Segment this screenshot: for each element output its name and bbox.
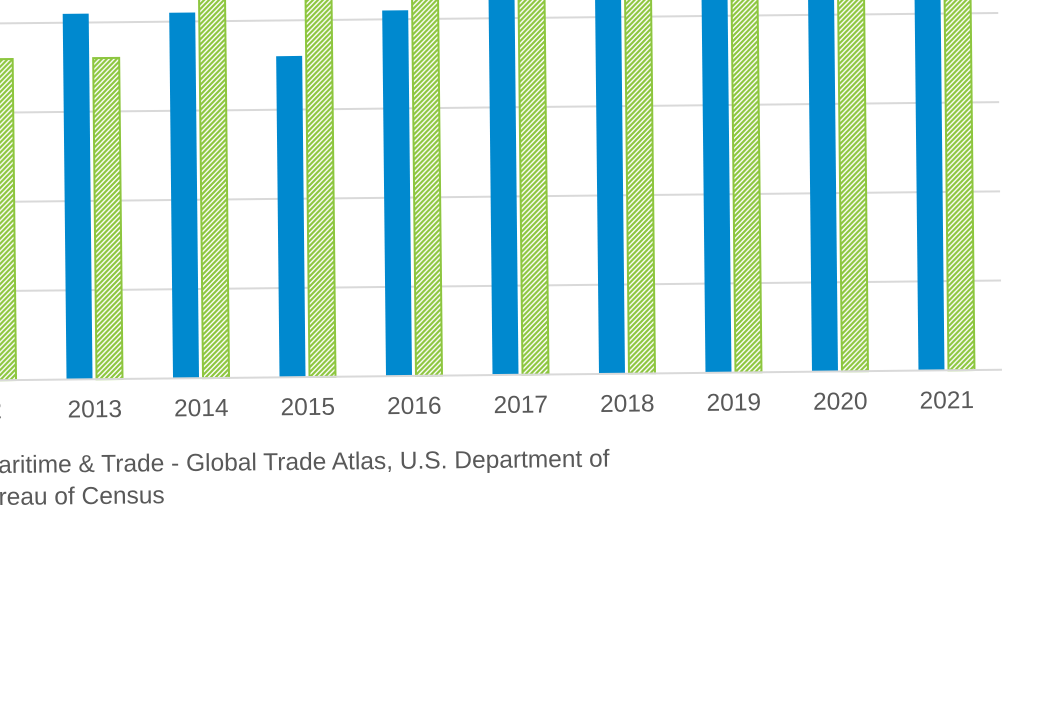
bar-series-1-2017 (488, 0, 519, 376)
x-axis-line (0, 368, 1002, 382)
bar-series-1-2020 (807, 0, 838, 372)
x-tick-label: 2020 (813, 388, 868, 416)
x-tick-label: 2019 (706, 389, 761, 417)
x-tick-label: 2014 (174, 395, 229, 423)
bar-series-1-2015 (276, 55, 306, 378)
x-tick-label: 2015 (280, 394, 335, 422)
bar-series-1-2016 (382, 10, 413, 377)
x-tick-label: 12 (0, 397, 2, 424)
bar-series-1-2018 (594, 0, 625, 374)
bar-series-2-2018 (623, 0, 657, 375)
bar-series-2-2019 (730, 0, 763, 374)
bar-series-1-2019 (701, 0, 732, 373)
source-note: aritime & Trade - Global Trade Atlas, U.… (0, 445, 610, 511)
x-tick-label: 2021 (919, 387, 974, 415)
x-tick-label: 2018 (600, 390, 655, 418)
bar-series-2-2014 (197, 0, 231, 380)
bar-series-2-2016 (410, 0, 444, 377)
bar-series-2-2020 (836, 0, 869, 373)
x-tick-label: 2017 (493, 391, 548, 419)
bar-series-1-2014 (169, 12, 200, 379)
x-tick-label: 2013 (67, 396, 122, 424)
bar-series-2-2012 (0, 57, 18, 382)
x-tick-label: 2016 (387, 393, 442, 421)
x-axis-ticks: 12 2013 2014 2015 2016 2017 2018 2019 2020 2021 (0, 387, 974, 424)
bar-series-2-2015 (304, 0, 337, 379)
bars (0, 0, 976, 382)
bar-series-1-2021 (914, 0, 945, 371)
bar-series-2-2013 (92, 56, 124, 381)
bar-series-1-2013 (62, 13, 93, 380)
bar-series-2-2021 (943, 0, 976, 372)
bar-series-2-2017 (517, 0, 550, 376)
